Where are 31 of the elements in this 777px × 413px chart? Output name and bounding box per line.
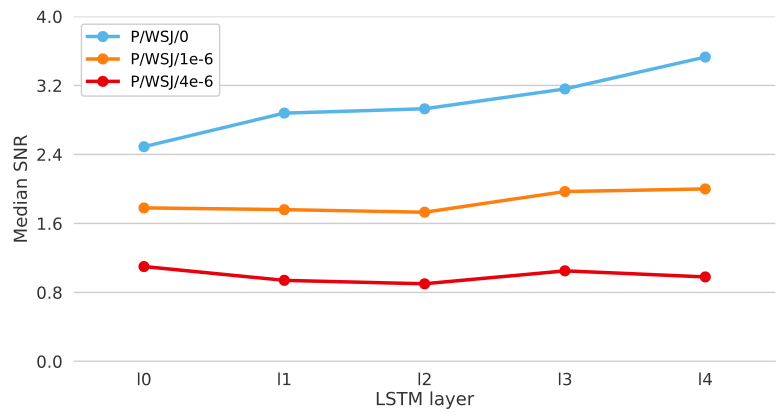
x-tick-label: l1 [278, 372, 290, 386]
x-tick-label: l0 [138, 372, 150, 386]
y-tick-label: 3.2 [37, 79, 62, 92]
x-tick-label: l4 [699, 372, 712, 386]
point [700, 51, 711, 63]
point [559, 83, 571, 94]
x-tick-label: l2 [418, 372, 431, 386]
point [138, 202, 150, 214]
y-tick-label: 2.4 [37, 148, 62, 161]
x-tick-label: l3 [558, 372, 572, 386]
point [559, 186, 571, 198]
legend-label: P/WSJ/0 [132, 30, 188, 45]
point [278, 274, 290, 286]
y-tick-label: 0.8 [37, 286, 62, 299]
legend-label: P/WSJ/4e-6 [132, 75, 213, 90]
point [419, 278, 430, 290]
point [559, 265, 571, 276]
x-axis-title: LSTM layer [376, 391, 474, 409]
point [419, 103, 430, 114]
point [138, 260, 150, 272]
y-tick-label: 0.0 [37, 355, 62, 368]
legend-label: P/WSJ/1e-6 [132, 52, 213, 68]
point [700, 271, 711, 282]
y-axis-title: Median SNR [13, 135, 28, 242]
point [138, 141, 150, 152]
y-tick-label: 1.6 [38, 217, 62, 230]
point [278, 108, 290, 119]
y-tick-label: 4.0 [37, 10, 62, 24]
point [278, 204, 290, 216]
point [419, 206, 430, 218]
point [700, 183, 711, 195]
